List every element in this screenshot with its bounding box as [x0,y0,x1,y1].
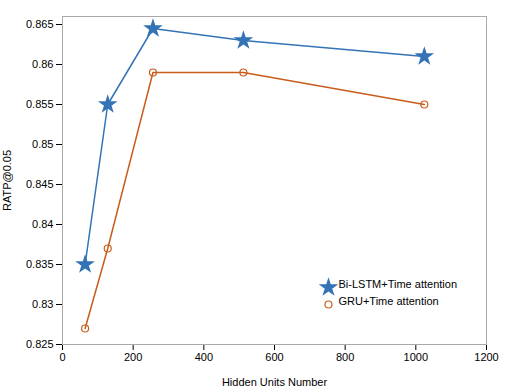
svg-text:800: 800 [336,351,354,363]
svg-text:0.855: 0.855 [26,98,54,110]
svg-text:Hidden Units Number: Hidden Units Number [222,376,327,388]
svg-text:0.865: 0.865 [26,18,54,30]
svg-text:0.83: 0.83 [32,298,53,310]
svg-text:200: 200 [124,351,142,363]
svg-text:0: 0 [59,351,65,363]
svg-text:RATP@0.05: RATP@0.05 [1,150,13,211]
svg-text:0.85: 0.85 [32,138,53,150]
svg-text:Bi-LSTM+Time attention: Bi-LSTM+Time attention [339,278,458,290]
svg-text:0.84: 0.84 [32,218,53,230]
svg-text:0.86: 0.86 [32,58,53,70]
svg-text:GRU+Time attention: GRU+Time attention [339,295,439,307]
svg-text:0.845: 0.845 [26,178,54,190]
svg-text:0.825: 0.825 [26,338,54,350]
svg-text:1200: 1200 [474,351,498,363]
svg-text:400: 400 [195,351,213,363]
svg-text:1000: 1000 [404,351,428,363]
svg-text:0.835: 0.835 [26,258,54,270]
svg-text:600: 600 [265,351,283,363]
